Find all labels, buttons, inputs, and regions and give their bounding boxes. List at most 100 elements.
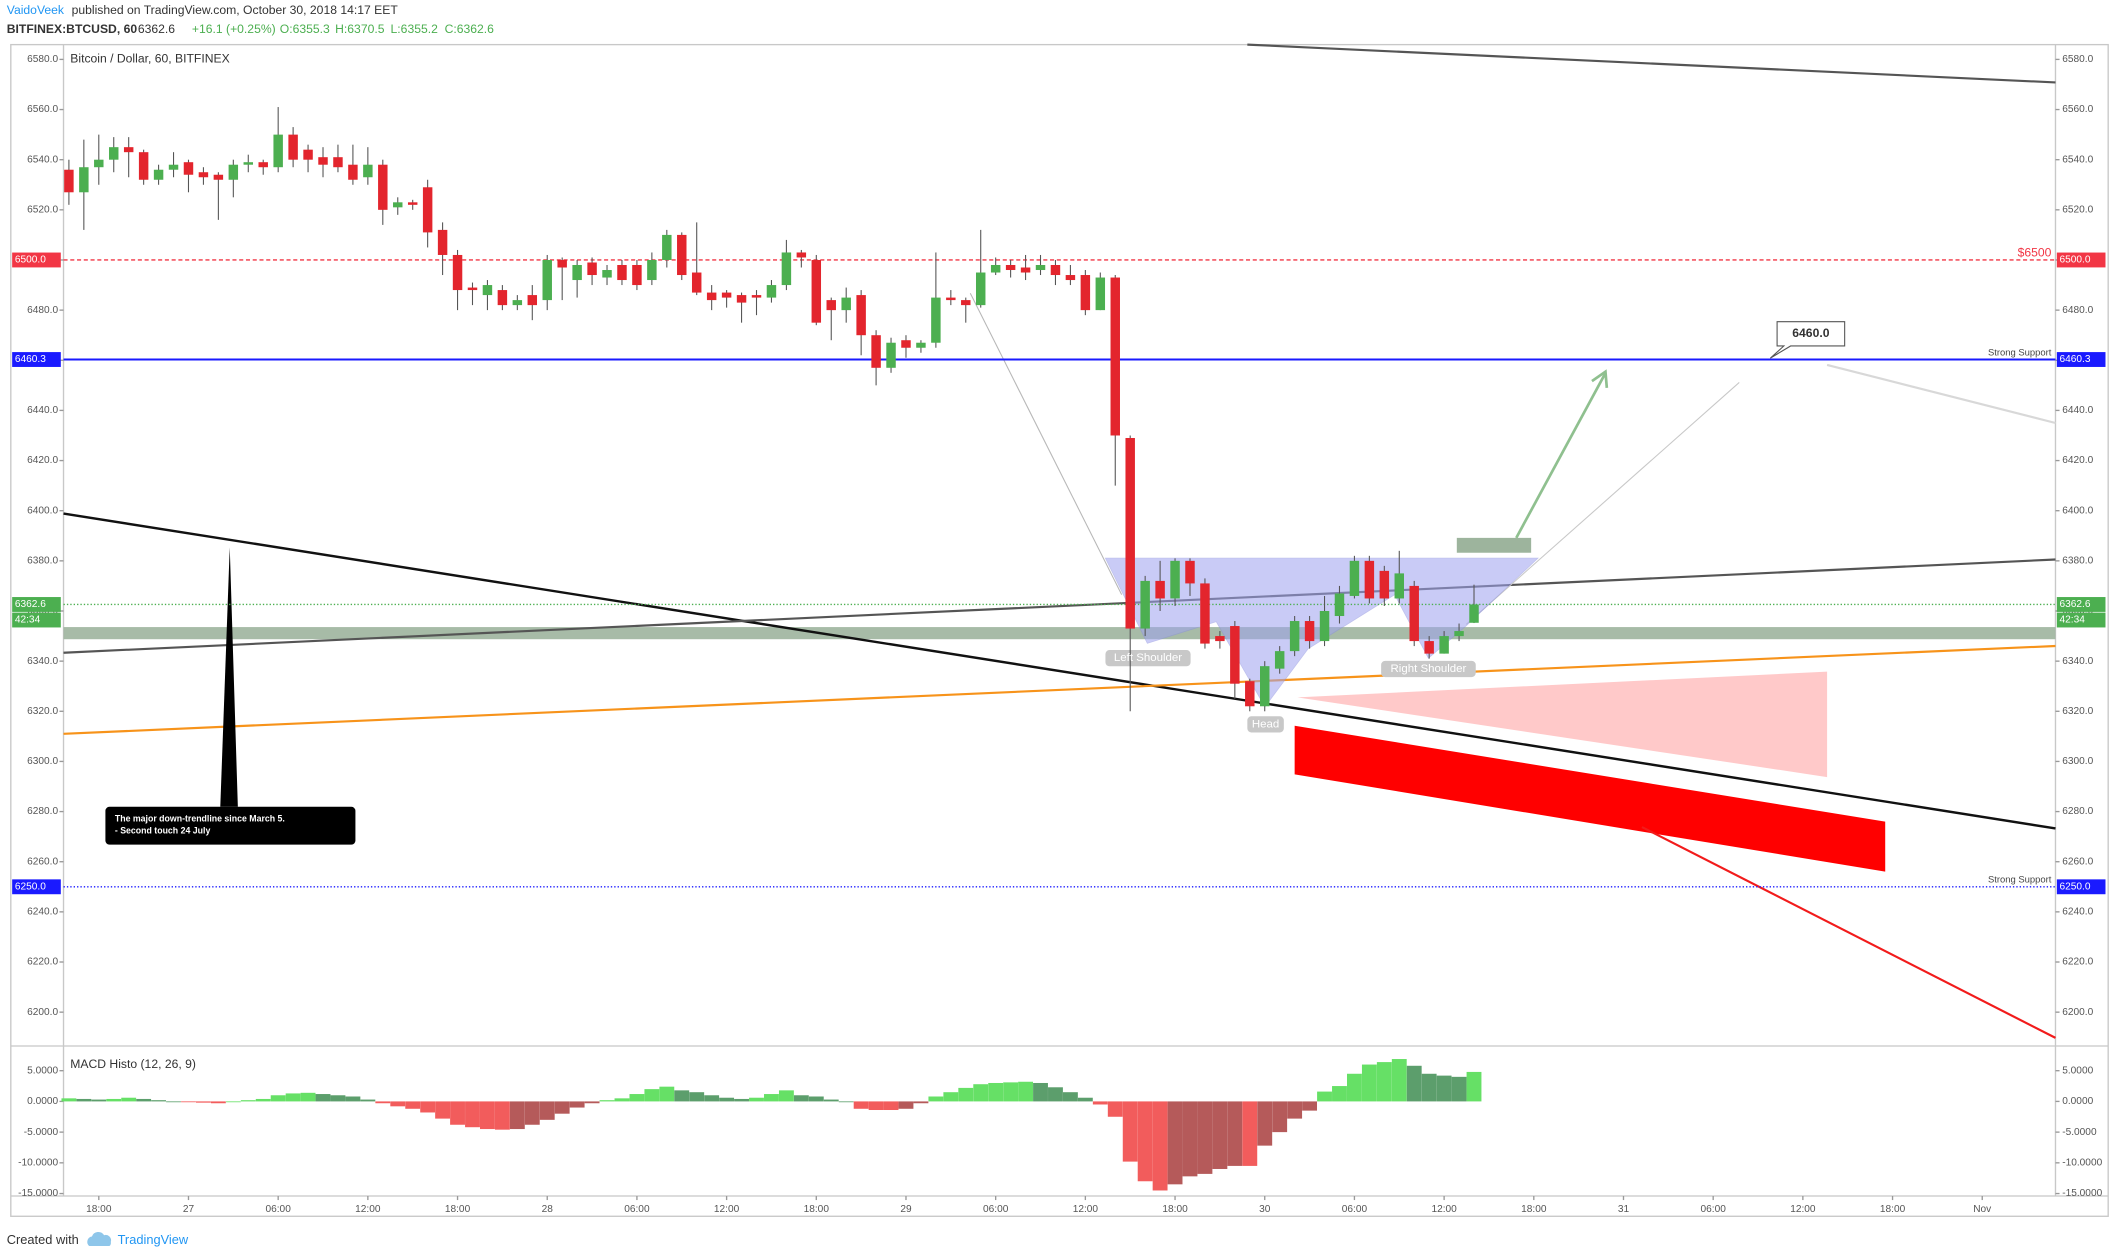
author[interactable]: VaidoVeek [7, 3, 65, 17]
y-tick-label: 5.0000 [27, 1065, 58, 1076]
countdown: 42:34 [2060, 615, 2086, 626]
candle-body [393, 202, 403, 208]
x-tick-label: 06:00 [624, 1204, 650, 1215]
macd-bar [1436, 1075, 1452, 1102]
candle-body [1454, 631, 1464, 637]
candle-body [407, 202, 418, 205]
macd-bar [838, 1101, 854, 1103]
candle-body [378, 164, 388, 210]
candle-body [975, 272, 986, 306]
x-tick-label: 12:00 [1790, 1204, 1816, 1215]
macd-bar [1003, 1082, 1019, 1102]
x-tick-label: 12:00 [1431, 1204, 1457, 1215]
candle-body [1334, 593, 1345, 617]
macd-bar [1137, 1101, 1153, 1182]
y-tick-label: 6560.0 [2062, 104, 2093, 115]
macd-bar [121, 1097, 137, 1102]
candle-body [1409, 585, 1419, 642]
candle-body [213, 174, 224, 180]
candle-body [916, 342, 926, 348]
y-tick-label: 6540.0 [27, 154, 58, 165]
brand-logo[interactable] [87, 1231, 112, 1247]
candle-body [1185, 560, 1195, 584]
footer-brand[interactable]: TradingView [118, 1232, 189, 1247]
label-pill [1105, 650, 1191, 667]
y-tick-label: -10.0000 [18, 1158, 58, 1169]
neckline-trend [63, 558, 2056, 654]
y-tick-label: 5.0000 [2062, 1065, 2093, 1076]
candle-body [677, 234, 687, 276]
x-tick-label: 12:00 [714, 1204, 740, 1215]
y-tick-label: 6320.0 [27, 706, 58, 717]
x-tick-label: 18:00 [1162, 1204, 1188, 1215]
candle-body [662, 234, 672, 260]
macd-bar [1317, 1091, 1332, 1102]
countdown: 42:34 [15, 615, 41, 626]
macd-bar [1212, 1101, 1228, 1169]
candle-body [811, 259, 822, 323]
ohlc-close: C:6362.6 [445, 22, 495, 36]
macd-bar [270, 1095, 286, 1102]
candle-body [1095, 277, 1106, 311]
y-tick-label: 6260.0 [2062, 856, 2093, 867]
ohlc-high: H:6370.5 [335, 22, 385, 36]
macd-bar [151, 1100, 167, 1102]
candle-body [1230, 626, 1240, 684]
candle-body [1155, 580, 1165, 599]
macd-bar [1361, 1064, 1377, 1102]
candle-body [228, 164, 239, 180]
candle-body [64, 169, 74, 193]
macd-bar [405, 1101, 421, 1109]
macd-bar [300, 1092, 316, 1102]
y-tick-label: 6480.0 [27, 305, 58, 316]
macd-bar [1406, 1065, 1422, 1102]
candle-body [990, 264, 1001, 273]
ohlc-low: L:6355.2 [391, 22, 439, 36]
candle-body [1260, 666, 1270, 707]
candle-body [841, 297, 851, 311]
candle-body [1364, 560, 1375, 599]
x-tick-label: 12:00 [355, 1204, 381, 1215]
macd-bar [450, 1101, 465, 1125]
candle-body [123, 147, 134, 153]
macd-bar [91, 1099, 107, 1102]
candle-body [572, 264, 582, 281]
price-tag-label: 6460.3 [15, 354, 46, 365]
macd-bar [734, 1098, 749, 1102]
macd-bar [704, 1095, 720, 1102]
candle-body [94, 159, 104, 168]
macd-bar [943, 1092, 959, 1102]
macd-bar [1107, 1101, 1123, 1117]
candle-body [781, 252, 792, 286]
y-tick-label: 6240.0 [27, 907, 58, 918]
red-channel [1294, 725, 1886, 872]
macd-bar [435, 1101, 451, 1119]
y-tick-label: 6420.0 [2062, 455, 2093, 466]
macd-bar [345, 1096, 361, 1102]
candle-body [437, 229, 448, 255]
note-pointer [220, 547, 238, 807]
macd-bar [689, 1092, 705, 1102]
candle-body [1379, 570, 1390, 599]
macd-bar [1272, 1101, 1288, 1133]
last: 6362.6 [138, 22, 175, 36]
candle-body [1005, 264, 1016, 271]
macd-bar [913, 1101, 929, 1104]
macd-bar [480, 1101, 495, 1130]
macd-bar [823, 1099, 839, 1102]
macd-bar [1197, 1101, 1213, 1174]
guide-line [969, 293, 1123, 595]
y-tick-label: 6320.0 [2062, 706, 2093, 717]
y-tick-label: 6520.0 [2062, 205, 2093, 216]
macd-bar [1018, 1081, 1034, 1102]
candle-body [497, 290, 508, 306]
support-band [63, 627, 2056, 640]
macd-bar [793, 1095, 809, 1102]
y-tick-label: 6420.0 [27, 455, 58, 466]
orange-trendline [63, 644, 2056, 735]
macd-bar [166, 1101, 181, 1103]
candle-body [138, 152, 149, 180]
macd-bar [659, 1086, 675, 1102]
candle-body [632, 264, 642, 286]
macd-bar [1287, 1101, 1303, 1119]
